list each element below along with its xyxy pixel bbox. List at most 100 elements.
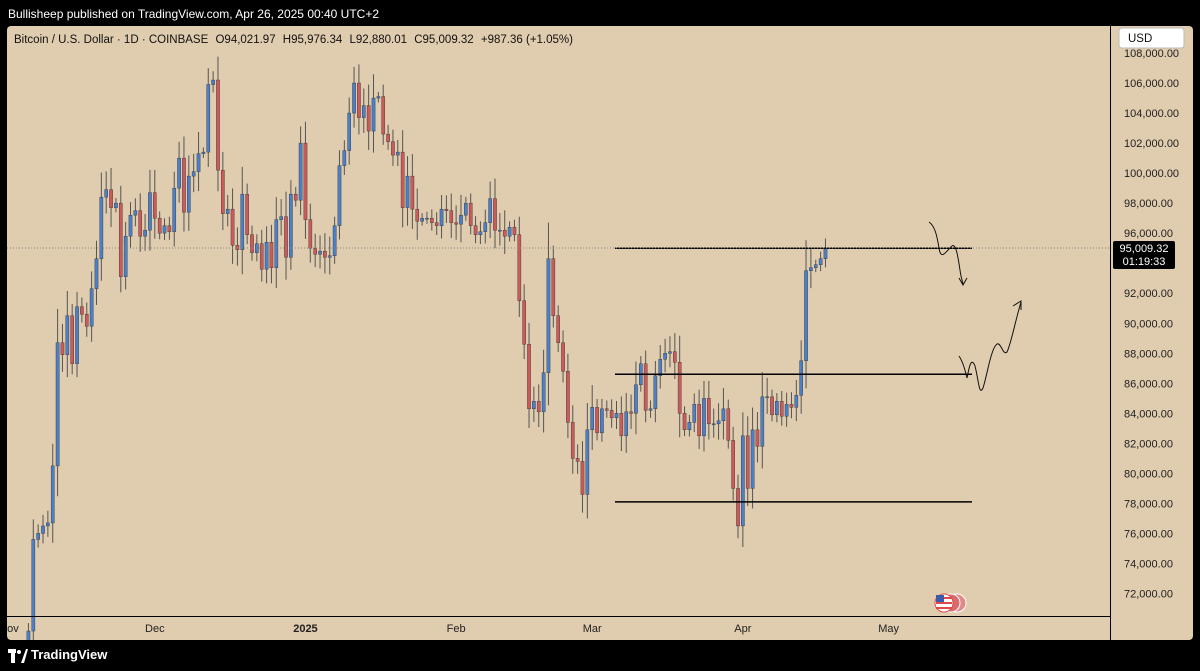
candle-body xyxy=(152,192,157,219)
candle-body xyxy=(595,407,599,434)
chart-panel[interactable]: 108,000.00 106,000.00 104,000.00 102,000.00… xyxy=(7,26,1193,640)
candle xyxy=(157,211,162,240)
candle xyxy=(352,66,356,128)
candle xyxy=(420,213,424,226)
candle xyxy=(464,196,468,221)
candle-body xyxy=(75,306,79,364)
candle-body xyxy=(799,360,803,396)
candle-body xyxy=(386,133,390,142)
candle xyxy=(755,412,760,463)
candle-body xyxy=(269,241,274,268)
candle-body xyxy=(289,193,293,258)
candle-body xyxy=(745,435,750,489)
candle xyxy=(765,377,769,414)
candle-body xyxy=(585,429,590,495)
candle xyxy=(784,392,789,427)
candle-body xyxy=(201,151,206,154)
us-flag-event-icon[interactable] xyxy=(934,593,967,613)
candle-body xyxy=(823,247,828,259)
candle xyxy=(55,308,60,497)
candle xyxy=(668,336,672,368)
candle-body xyxy=(512,226,517,235)
candle xyxy=(50,443,55,543)
candle-body xyxy=(536,401,541,413)
candle xyxy=(323,233,327,274)
candle-body xyxy=(677,362,682,414)
candle-body xyxy=(167,225,172,232)
candle-body xyxy=(731,440,735,489)
candle xyxy=(677,335,682,438)
candle-body xyxy=(532,401,536,410)
candle-body xyxy=(546,258,551,373)
price-tick-label: 82,000.00 xyxy=(1124,438,1173,450)
candle-body xyxy=(634,384,638,414)
candle xyxy=(332,216,337,264)
candle xyxy=(818,251,823,272)
candle-body xyxy=(99,196,104,259)
candle-body xyxy=(653,375,658,410)
candle-body xyxy=(488,198,492,223)
candle-body xyxy=(371,97,376,132)
candle-body xyxy=(55,342,60,467)
candle-body xyxy=(726,408,731,441)
candle-body xyxy=(94,258,99,289)
candle xyxy=(609,399,614,428)
candle xyxy=(303,121,308,239)
price-tick-label: 86,000.00 xyxy=(1124,378,1173,390)
currency-button[interactable]: USD xyxy=(1118,27,1185,49)
candle xyxy=(357,64,361,135)
legend-change: +987.36 (+1.05%) xyxy=(481,34,573,46)
candle-body xyxy=(89,288,94,327)
candle xyxy=(313,233,317,268)
price-tick-label: 90,000.00 xyxy=(1124,318,1173,330)
candle-body xyxy=(420,217,424,222)
candle xyxy=(361,88,366,133)
candle-body xyxy=(750,429,755,489)
candle xyxy=(162,218,167,240)
candle-body xyxy=(327,255,332,258)
candle xyxy=(794,380,799,422)
legend-symbol: Bitcoin / U.S. Dollar · 1D · COINBASE xyxy=(14,34,209,46)
candle-body xyxy=(502,229,507,237)
candle-body xyxy=(84,314,89,327)
candle-body xyxy=(225,208,230,214)
candle xyxy=(327,236,332,275)
candle xyxy=(342,140,347,175)
price-tick-label: 76,000.00 xyxy=(1124,528,1173,540)
candle xyxy=(128,202,133,248)
candle xyxy=(731,426,735,501)
candle xyxy=(279,199,283,236)
candle xyxy=(371,74,376,153)
projection-path-up[interactable] xyxy=(958,300,1022,391)
candle-body xyxy=(566,371,570,423)
candle xyxy=(634,361,638,435)
candle-body xyxy=(274,219,279,268)
projection-path-down[interactable] xyxy=(928,221,968,287)
annotations-layer xyxy=(7,221,1110,503)
candle-body xyxy=(770,396,774,416)
candle xyxy=(240,166,245,275)
candle-body xyxy=(459,214,463,225)
time-tick-label: Feb xyxy=(447,623,466,635)
candle xyxy=(167,216,172,240)
candle-body xyxy=(391,141,395,156)
candle-body xyxy=(31,539,36,632)
current-price-value: 95,009.32 xyxy=(1120,243,1169,255)
candle-body xyxy=(643,363,648,411)
candle-body xyxy=(60,342,65,355)
candlestick-chart[interactable]: 108,000.00 106,000.00 104,000.00 102,000.00… xyxy=(7,26,1193,640)
candle xyxy=(507,221,512,242)
candle-body xyxy=(444,208,449,211)
candle-body xyxy=(396,151,400,156)
currency-label[interactable]: USD xyxy=(1128,33,1152,45)
candle xyxy=(143,213,147,251)
candle-body xyxy=(187,175,191,213)
candle-body xyxy=(216,79,220,171)
price-tick-label: 108,000.00 xyxy=(1124,48,1179,60)
candle xyxy=(391,129,395,166)
price-tick-label: 104,000.00 xyxy=(1124,108,1179,120)
candle xyxy=(65,290,70,378)
candle xyxy=(707,380,711,440)
candle-body xyxy=(575,458,580,462)
candle xyxy=(493,178,497,249)
